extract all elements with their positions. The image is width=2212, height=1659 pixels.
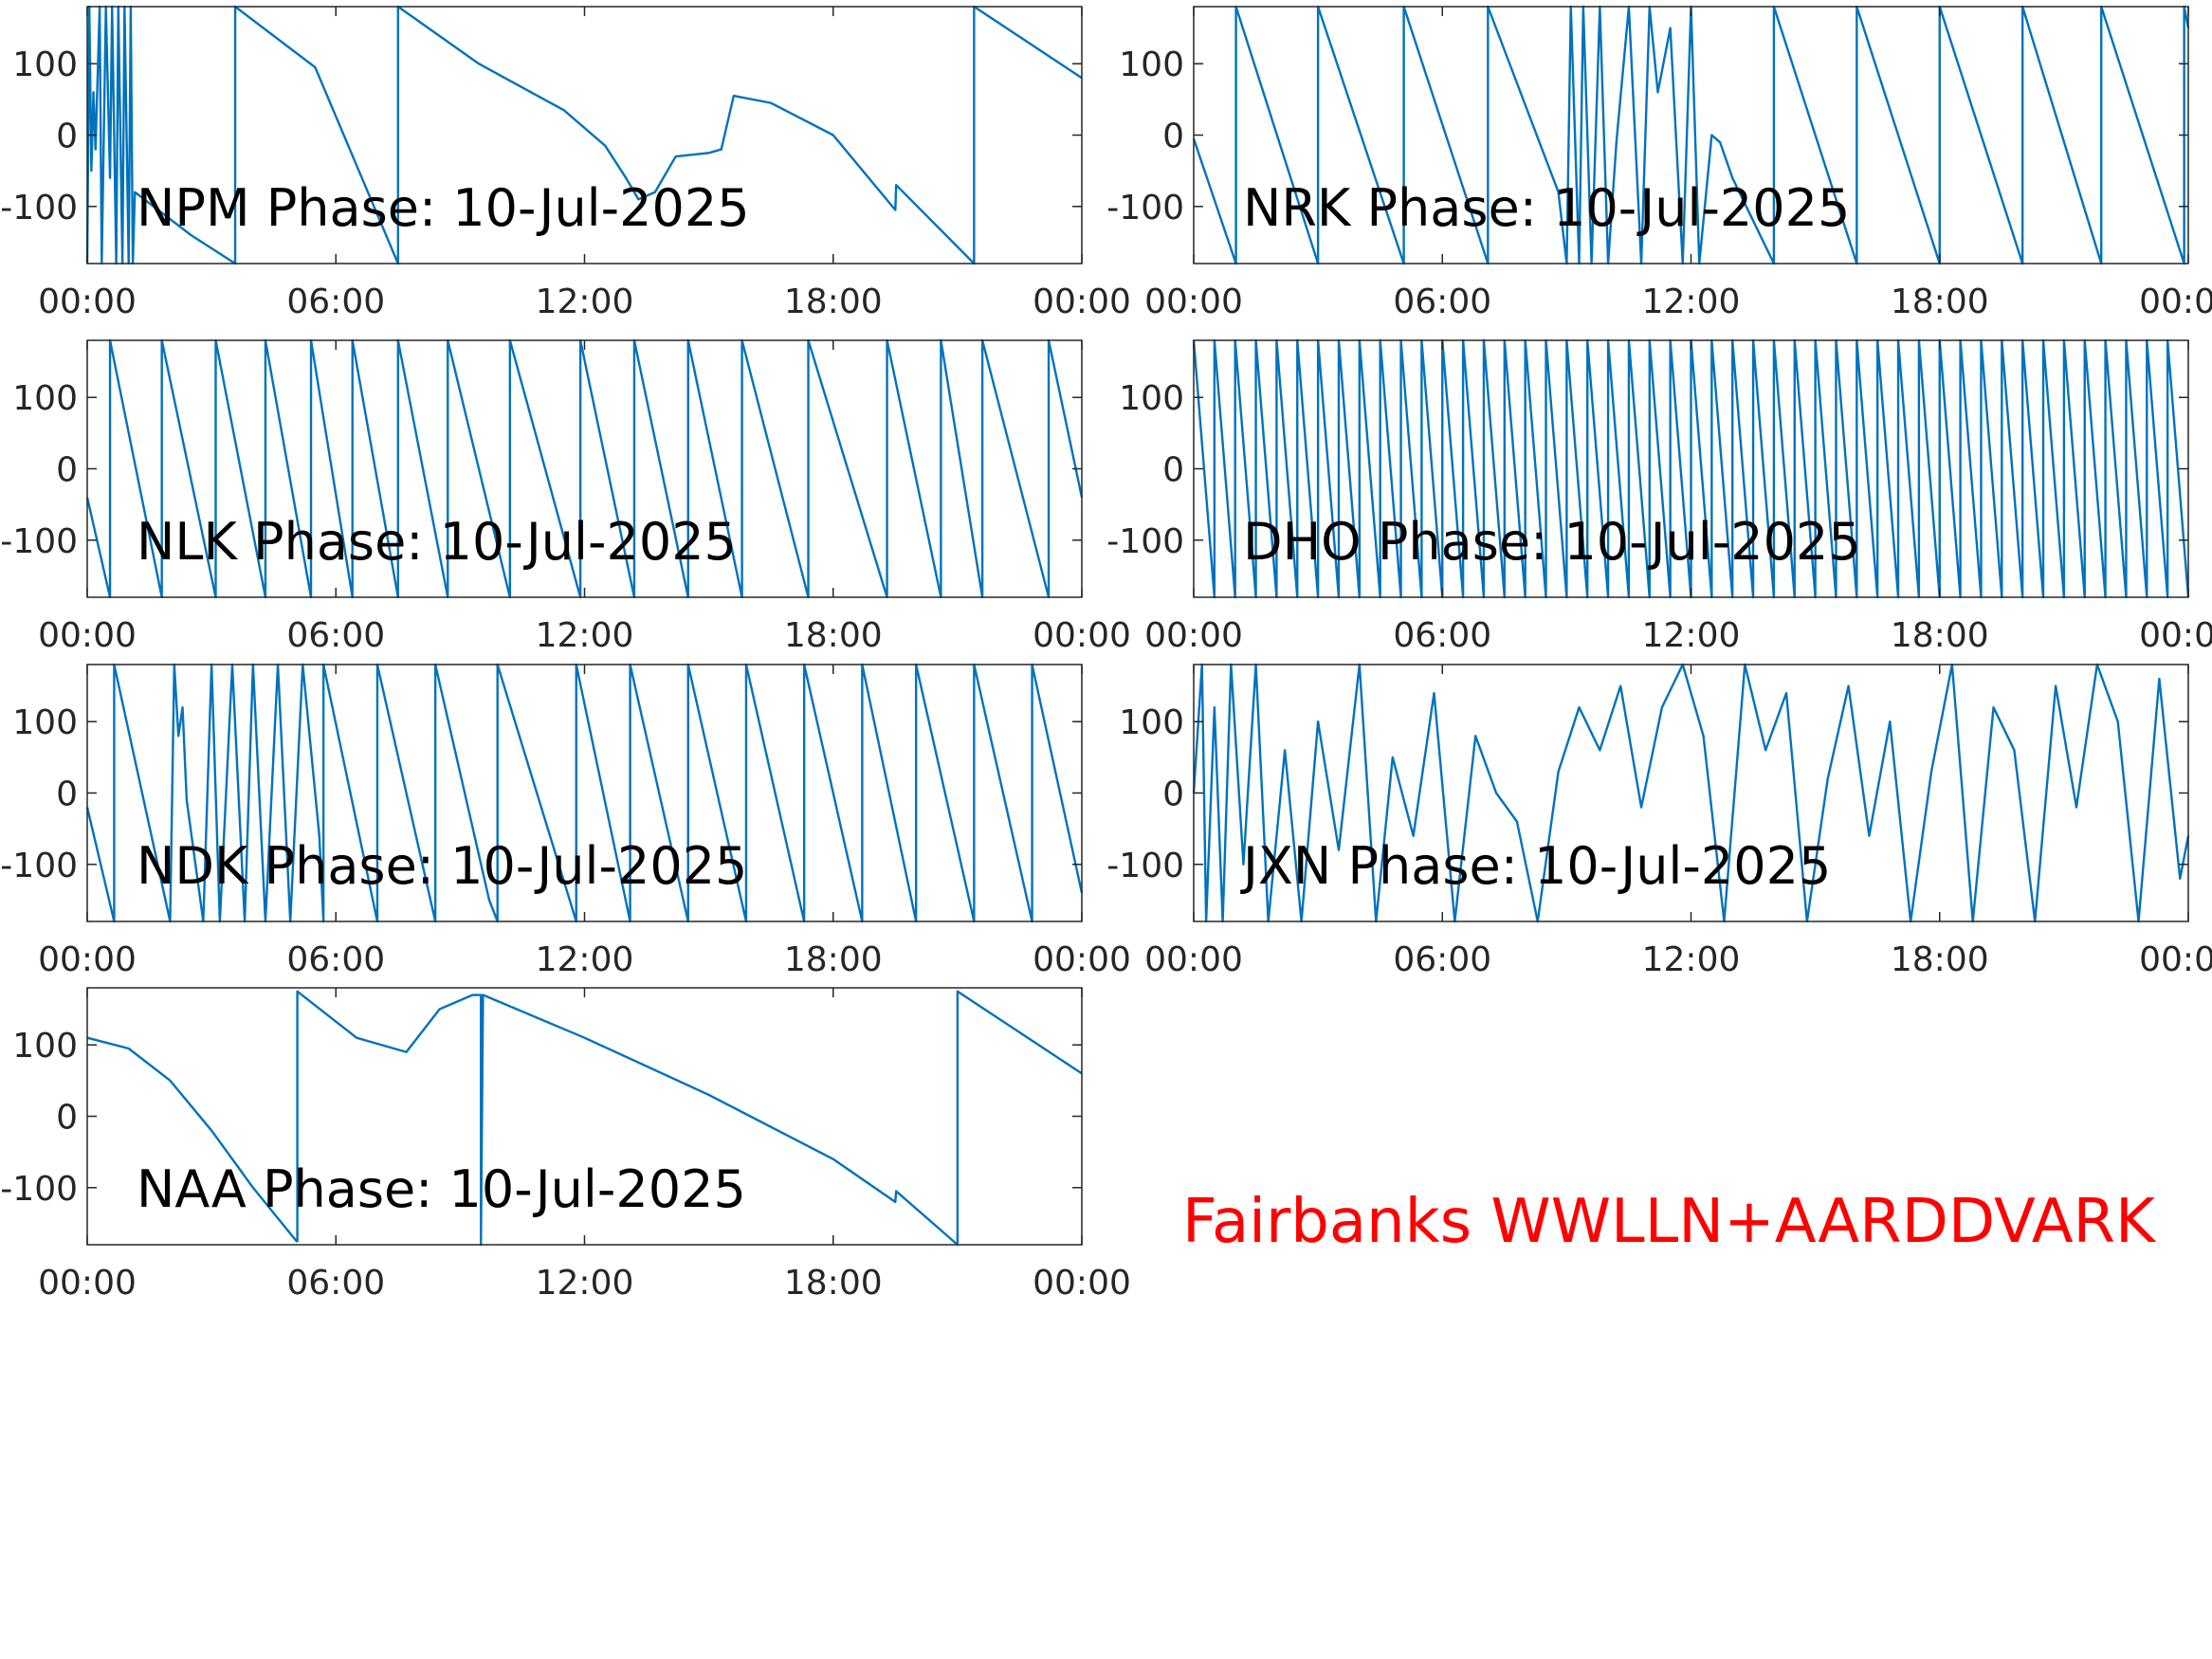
y-tick-label: -100: [0, 189, 78, 228]
x-tick-label: 06:00: [1393, 616, 1491, 655]
x-tick-label: 18:00: [784, 1264, 883, 1303]
panel: -100 0 100 00:00 06:00 12:00 18:00 00:00 NPM Pha…: [0, 5, 1131, 321]
x-tick-label: 06:00: [286, 940, 385, 979]
x-tick-label: 18:00: [1891, 283, 1989, 321]
x-tick-label: 12:00: [536, 616, 634, 655]
y-tick-label: 0: [56, 775, 78, 814]
y-tick-label: 0: [1162, 775, 1184, 814]
y-tick-label: 100: [12, 379, 78, 418]
panel-title: JXN Phase: 10-Jul-2025: [1240, 836, 1831, 896]
x-tick-label: 06:00: [1393, 940, 1491, 979]
panel: -100 0 100 00:00 06:00 12:00 18:00 00:00 DHO Pha…: [1106, 338, 2212, 655]
phase-line: [1192, 663, 2190, 923]
x-tick-label: 00:00: [38, 283, 137, 321]
panel-title: NLK Phase: 10-Jul-2025: [137, 512, 737, 572]
y-tick-label: 100: [12, 1027, 78, 1066]
x-tick-label: 00:00: [1033, 283, 1131, 321]
x-tick-label: 06:00: [286, 283, 385, 321]
x-tick-label: 00:00: [1144, 283, 1243, 321]
panel-title: NPM Phase: 10-Jul-2025: [137, 178, 750, 238]
x-tick-label: 00:00: [1033, 940, 1131, 979]
x-tick-label: 00:00: [38, 616, 137, 655]
plot-area: [87, 340, 1082, 597]
x-tick-label: 12:00: [1642, 616, 1741, 655]
y-tick-label: 0: [56, 1099, 78, 1138]
y-tick-label: 100: [12, 703, 78, 742]
x-tick-label: 00:00: [2139, 940, 2212, 979]
panel: -100 0 100 00:00 06:00 12:00 18:00 00:00 JXN Pha…: [1106, 663, 2212, 979]
y-tick-label: -100: [0, 1170, 78, 1209]
plot-area: [87, 7, 1082, 264]
y-tick-label: -100: [0, 847, 78, 885]
x-tick-label: 18:00: [1891, 940, 1989, 979]
y-tick-label: -100: [1106, 847, 1184, 885]
x-tick-label: 06:00: [1393, 283, 1491, 321]
x-tick-label: 00:00: [1033, 616, 1131, 655]
y-tick-label: 100: [1119, 703, 1184, 742]
phase-line: [85, 338, 1084, 599]
panel: -100 0 100 00:00 06:00 12:00 18:00 00:00 NLK Pha…: [0, 338, 1131, 655]
y-tick-label: 0: [56, 118, 78, 156]
x-tick-label: 12:00: [1642, 283, 1741, 321]
y-tick-label: -100: [1106, 522, 1184, 561]
x-tick-label: 12:00: [536, 940, 634, 979]
panel: -100 0 100 00:00 06:00 12:00 18:00 00:00 NRK Pha…: [1106, 5, 2212, 321]
y-tick-label: -100: [1106, 189, 1184, 228]
phase-line: [1192, 5, 2190, 265]
x-tick-label: 12:00: [1642, 940, 1741, 979]
y-tick-label: 0: [1162, 451, 1184, 490]
phase-line: [1192, 338, 2190, 599]
x-tick-label: 00:00: [2139, 616, 2212, 655]
y-tick-label: 0: [56, 451, 78, 490]
y-tick-label: 0: [1162, 118, 1184, 156]
panel-title: NAA Phase: 10-Jul-2025: [137, 1159, 746, 1219]
y-tick-label: 100: [1119, 46, 1184, 84]
y-tick-label: 100: [1119, 379, 1184, 418]
panel-title: NRK Phase: 10-Jul-2025: [1243, 178, 1850, 238]
x-tick-label: 06:00: [286, 1264, 385, 1303]
y-tick-label: 100: [12, 46, 78, 84]
panel: -100 0 100 00:00 06:00 12:00 18:00 00:00 NDK Pha…: [0, 663, 1131, 979]
x-tick-label: 18:00: [784, 616, 883, 655]
x-tick-label: 00:00: [38, 940, 137, 979]
x-tick-label: 18:00: [784, 283, 883, 321]
plot-area: [87, 988, 1082, 1245]
x-tick-label: 18:00: [784, 940, 883, 979]
x-tick-label: 00:00: [1144, 940, 1243, 979]
panel-title: DHO Phase: 10-Jul-2025: [1243, 512, 1861, 572]
x-tick-label: 00:00: [1033, 1264, 1131, 1303]
x-tick-label: 12:00: [536, 283, 634, 321]
x-tick-label: 00:00: [1144, 616, 1243, 655]
panel: -100 0 100 00:00 06:00 12:00 18:00 00:00 NAA Pha…: [0, 987, 1131, 1303]
x-tick-label: 18:00: [1891, 616, 1989, 655]
panel-title: NDK Phase: 10-Jul-2025: [137, 836, 747, 896]
x-tick-label: 06:00: [286, 616, 385, 655]
station-label: Fairbanks WWLLN+AARDDVARK: [1182, 1187, 2157, 1257]
x-tick-label: 00:00: [2139, 283, 2212, 321]
phase-line: [86, 990, 1083, 1247]
y-tick-label: -100: [0, 522, 78, 561]
x-tick-label: 12:00: [536, 1264, 634, 1303]
plot-area: [1194, 665, 2188, 921]
x-tick-label: 00:00: [38, 1264, 137, 1303]
